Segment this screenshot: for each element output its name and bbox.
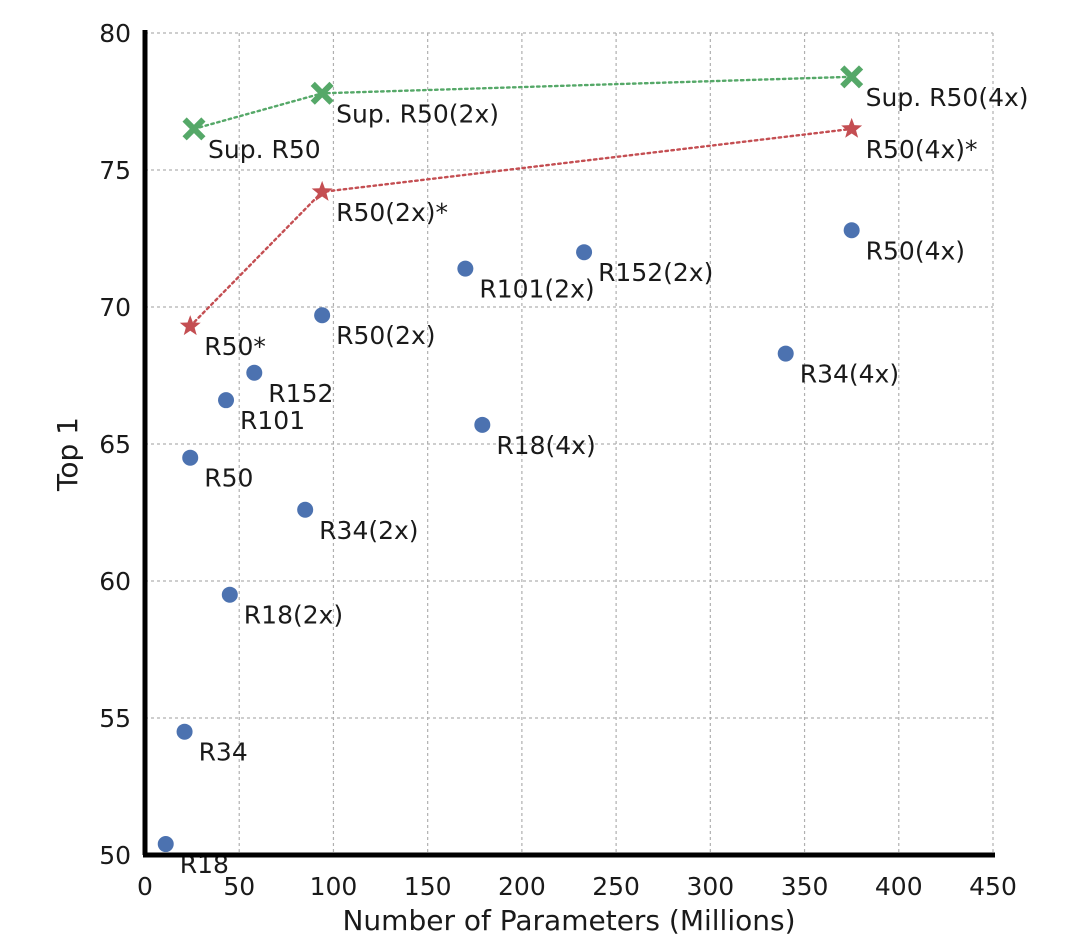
point-label: R18(4x) — [496, 431, 595, 460]
x-tick-label: 0 — [137, 872, 153, 901]
y-tick-label: 55 — [99, 704, 131, 733]
y-tick-label: 65 — [99, 430, 131, 459]
data-point — [777, 345, 794, 362]
data-point — [314, 307, 331, 324]
x-tick-label: 400 — [875, 872, 923, 901]
x-tick-label: 450 — [969, 872, 1017, 901]
star-marker — [311, 180, 333, 201]
point-label: R18(2x) — [244, 601, 343, 630]
data-point — [157, 836, 174, 853]
point-label: R152(2x) — [598, 258, 713, 287]
x-axis-title: Number of Parameters (Millions) — [342, 904, 795, 937]
point-labels: R18R34R50R101R152R18(2x)R34(2x)R50(2x)R1… — [180, 83, 1029, 879]
point-label: R101 — [240, 406, 305, 435]
star-marker — [841, 117, 863, 138]
point-label: R34 — [199, 738, 248, 767]
x-tick-label: 200 — [498, 872, 546, 901]
point-label: Sup. R50(4x) — [866, 83, 1029, 112]
y-tick-label: 70 — [99, 293, 131, 322]
data-point — [843, 222, 860, 239]
x-tick-label: 250 — [592, 872, 640, 901]
y-tick-label: 60 — [99, 567, 131, 596]
data-point — [474, 416, 491, 433]
y-tick-label: 80 — [99, 19, 131, 48]
point-label: R50(4x)* — [866, 135, 978, 164]
data-point — [457, 260, 474, 277]
data-markers — [157, 65, 864, 853]
axes — [142, 30, 995, 858]
point-label: R50(2x)* — [336, 198, 448, 227]
data-point — [576, 244, 593, 261]
data-point — [218, 392, 235, 409]
star-marker — [179, 315, 201, 336]
y-tick-label: 75 — [99, 156, 131, 185]
x-marker — [310, 81, 334, 105]
data-point — [182, 449, 199, 466]
point-label: Sup. R50(2x) — [336, 99, 499, 128]
x-tick-label: 150 — [404, 872, 452, 901]
point-label: Sup. R50 — [208, 135, 321, 164]
x-tick-label: 100 — [310, 872, 358, 901]
point-label: R50(4x) — [866, 236, 965, 265]
grid — [145, 32, 994, 855]
data-point — [176, 723, 193, 740]
x-tick-label: 350 — [781, 872, 829, 901]
point-label: R50 — [204, 464, 253, 493]
x-tick-label: 50 — [223, 872, 255, 901]
x-marker — [840, 65, 864, 89]
x-tick-labels: 0 50 100 150 200 250 300 350 400 450 — [137, 872, 1017, 901]
data-point — [221, 586, 238, 603]
point-label: R34(4x) — [800, 360, 899, 389]
point-label: R101(2x) — [479, 275, 594, 304]
y-tick-label: 50 — [99, 841, 131, 870]
point-label: R50(2x) — [336, 321, 435, 350]
point-label: R50* — [204, 332, 266, 361]
y-axis-title: Top 1 — [51, 417, 84, 492]
data-point — [246, 364, 263, 381]
x-marker — [182, 117, 206, 141]
x-tick-label: 300 — [686, 872, 734, 901]
point-label: R34(2x) — [319, 516, 418, 545]
series-line — [192, 75, 853, 131]
data-point — [297, 501, 314, 518]
y-tick-labels: 50 55 60 65 70 75 80 — [99, 19, 131, 870]
point-label: R152 — [268, 379, 333, 408]
